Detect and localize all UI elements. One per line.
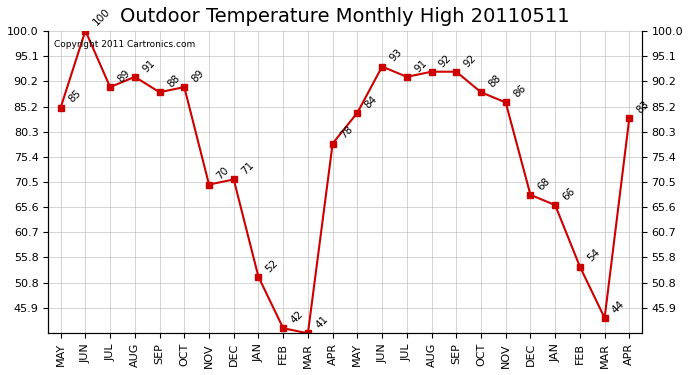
Text: 41: 41 xyxy=(313,314,330,330)
Text: 85: 85 xyxy=(66,88,83,105)
Text: 86: 86 xyxy=(511,83,528,100)
Text: 70: 70 xyxy=(215,165,231,182)
Text: 91: 91 xyxy=(413,58,428,74)
Text: Copyright 2011 Cartronics.com: Copyright 2011 Cartronics.com xyxy=(55,40,195,49)
Title: Outdoor Temperature Monthly High 20110511: Outdoor Temperature Monthly High 2011051… xyxy=(120,8,570,26)
Text: 66: 66 xyxy=(561,186,577,202)
Text: 83: 83 xyxy=(635,99,651,115)
Text: 89: 89 xyxy=(116,68,132,84)
Text: 100: 100 xyxy=(91,7,112,28)
Text: 78: 78 xyxy=(338,124,355,141)
Text: 92: 92 xyxy=(437,53,453,69)
Text: 52: 52 xyxy=(264,258,280,274)
Text: 44: 44 xyxy=(610,299,627,315)
Text: 93: 93 xyxy=(388,47,404,64)
Text: 71: 71 xyxy=(239,160,256,177)
Text: 88: 88 xyxy=(486,73,503,90)
Text: 89: 89 xyxy=(190,68,206,84)
Text: 88: 88 xyxy=(165,73,181,90)
Text: 84: 84 xyxy=(363,93,380,110)
Text: 92: 92 xyxy=(462,53,478,69)
Text: 54: 54 xyxy=(585,248,602,264)
Text: 42: 42 xyxy=(288,309,305,326)
Text: 91: 91 xyxy=(140,58,157,74)
Text: 68: 68 xyxy=(536,176,553,192)
